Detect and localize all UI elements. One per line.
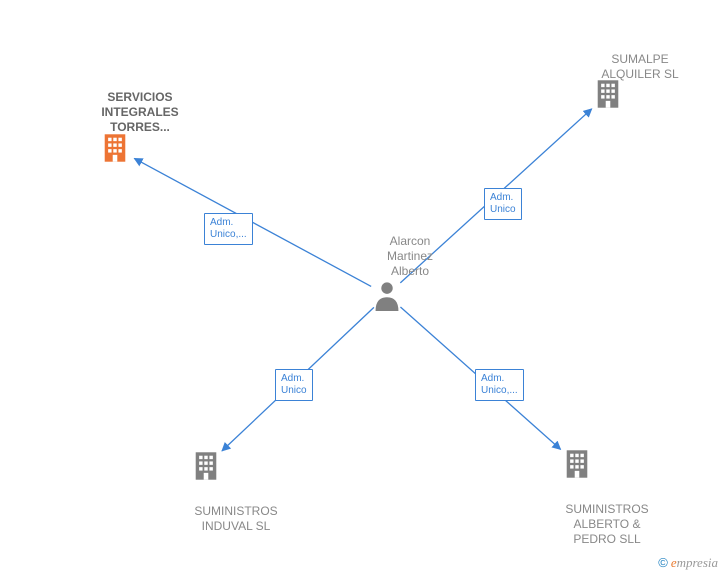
person-icon <box>373 279 401 311</box>
center-node-label: Alarcon Martinez Alberto <box>370 234 450 279</box>
watermark: ©empresia <box>658 555 718 571</box>
copyright-symbol: © <box>658 555 668 570</box>
node-label: SERVICIOS INTEGRALES TORRES... <box>80 90 200 135</box>
building-icon <box>192 450 220 482</box>
edge-label: Adm. Unico <box>275 369 313 401</box>
edge-label: Adm. Unico <box>484 188 522 220</box>
building-icon <box>563 448 591 480</box>
watermark-rest: mpresia <box>677 555 718 570</box>
building-icon <box>101 132 129 164</box>
node-label: SUMINISTROS INDUVAL SL <box>176 504 296 534</box>
building-icon <box>594 78 622 110</box>
edge-label: Adm. Unico,... <box>475 369 524 401</box>
edge-line <box>134 158 371 286</box>
edge-label: Adm. Unico,... <box>204 213 253 245</box>
node-label: SUMINISTROS ALBERTO & PEDRO SLL <box>547 502 667 547</box>
node-label: SUMALPE ALQUILER SL <box>580 52 700 82</box>
